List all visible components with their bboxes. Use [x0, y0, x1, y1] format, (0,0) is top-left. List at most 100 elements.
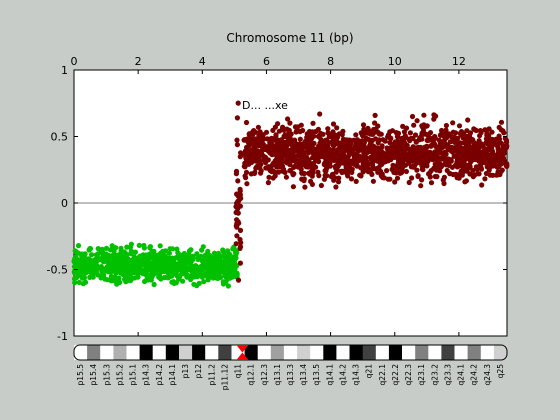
data-point: [293, 129, 299, 135]
data-point: [428, 168, 434, 174]
data-point: [128, 277, 134, 284]
data-point: [193, 263, 199, 269]
data-point: [370, 178, 376, 184]
data-point: [141, 242, 147, 249]
data-point: [408, 150, 414, 156]
data-point: [194, 251, 200, 257]
data-point: [317, 111, 323, 117]
ideogram-band: [297, 345, 311, 360]
data-point: [403, 125, 410, 131]
data-point: [330, 121, 337, 127]
ideogram-band: [349, 345, 364, 360]
data-point: [322, 172, 328, 178]
data-point: [354, 139, 360, 145]
axes: 0 2 4 6 8 10 12 1 0.5 0 -0.5 -1: [47, 55, 507, 343]
data-point: [470, 167, 476, 173]
data-point: [484, 132, 490, 138]
data-point: [301, 154, 307, 160]
data-point: [477, 154, 483, 160]
data-point: [395, 147, 401, 153]
chart-title: Chromosome 11 (bp): [226, 31, 353, 45]
data-point: [414, 167, 420, 173]
data-point: [172, 267, 178, 273]
band-label: p15.5: [76, 364, 85, 386]
data-point: [157, 243, 163, 249]
data-point: [462, 179, 468, 185]
data-point: [338, 168, 344, 174]
data-point: [397, 170, 403, 176]
data-point: [273, 132, 279, 138]
data-point: [123, 276, 129, 282]
data-point: [409, 175, 415, 181]
data-point: [476, 171, 482, 177]
data-point: [392, 139, 398, 145]
data-point: [180, 278, 186, 284]
data-point: [320, 148, 326, 155]
data-point: [318, 182, 324, 189]
data-point: [272, 169, 278, 175]
data-point: [487, 144, 493, 150]
data-point: [315, 157, 321, 163]
data-point: [426, 137, 432, 143]
data-point: [414, 118, 420, 124]
data-point: [216, 267, 222, 273]
data-point: [292, 163, 298, 169]
data-point: [257, 129, 263, 135]
data-point: [378, 131, 384, 137]
data-point: [332, 163, 338, 170]
ideogram-band: [467, 345, 482, 360]
band-label: q25: [496, 364, 505, 379]
band-label: q11: [234, 364, 243, 379]
data-point: [135, 263, 141, 269]
data-point: [441, 174, 447, 180]
ideogram-band: [87, 345, 101, 360]
data-point: [385, 132, 392, 138]
data-point: [260, 134, 266, 140]
y-tick-label: 0.5: [51, 131, 69, 144]
data-point: [274, 138, 280, 144]
data-point: [72, 280, 78, 286]
data-point: [473, 127, 479, 134]
data-point: [190, 253, 196, 259]
data-point: [358, 165, 364, 171]
data-point: [276, 164, 283, 170]
data-point: [363, 135, 369, 141]
data-point: [430, 157, 436, 163]
data-point: [292, 148, 298, 154]
data-point: [301, 178, 307, 184]
data-point: [459, 131, 465, 137]
data-point: [444, 167, 450, 174]
ideogram-band: [454, 345, 469, 360]
data-point: [244, 181, 250, 187]
ideogram-band: [441, 345, 455, 360]
data-point: [309, 165, 316, 172]
data-point: [421, 158, 427, 164]
data-point: [72, 248, 78, 254]
data-point: [419, 130, 425, 136]
data-point: [75, 271, 82, 277]
data-point: [225, 261, 231, 267]
data-point: [131, 269, 137, 276]
data-point: [302, 184, 308, 190]
band-label: q13.3: [286, 364, 295, 386]
data-point: [265, 145, 271, 151]
data-point: [219, 263, 226, 269]
data-point: [103, 245, 110, 251]
data-point: [118, 245, 124, 251]
ideogram-band: [74, 345, 88, 360]
data-point: [375, 169, 381, 175]
data-point: [461, 150, 468, 156]
data-point: [235, 202, 241, 208]
data-point: [325, 126, 331, 132]
data-point: [351, 156, 357, 162]
data-point: [265, 180, 271, 186]
data-point: [380, 175, 386, 181]
data-point: [287, 120, 293, 126]
data-point: [300, 160, 306, 166]
data-point: [257, 158, 263, 164]
data-point: [96, 256, 103, 262]
data-point: [145, 277, 151, 283]
x-tick-label: 4: [199, 55, 206, 68]
data-point: [461, 159, 467, 165]
data-point: [464, 156, 471, 162]
